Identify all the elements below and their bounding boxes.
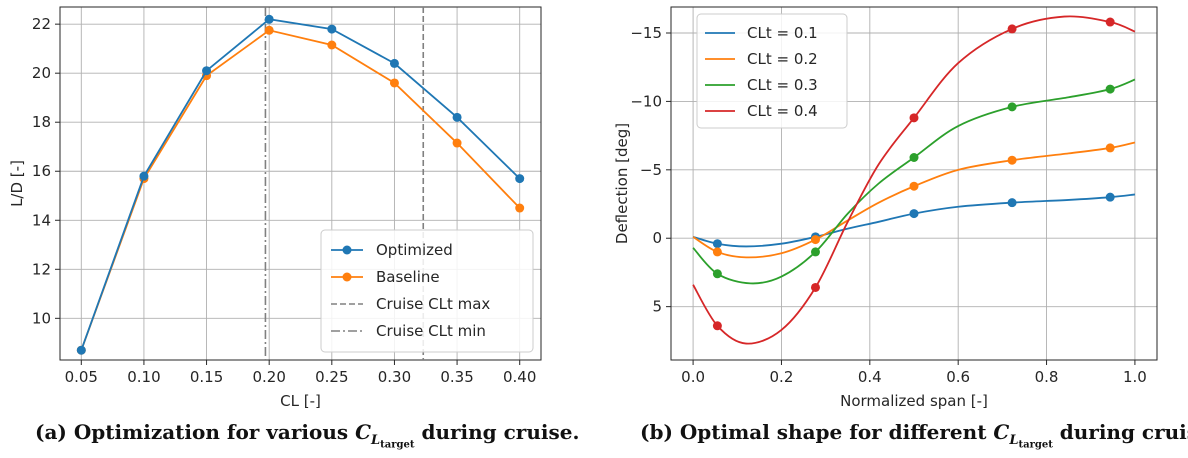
point-clt-0-1 <box>712 239 722 249</box>
point-baseline <box>389 78 399 88</box>
point-clt-0-3 <box>810 247 820 257</box>
x-tick-label: 0.35 <box>440 368 473 386</box>
y-tick-label: 16 <box>32 162 51 180</box>
chart-optimal-shape-deflection: 0.0 0.2 0.4 0.6 0.8 1.0 5 0 −5 −10 −15 Normalized s… <box>613 6 1158 410</box>
y-tick-label: 0 <box>652 229 662 247</box>
plot-frame <box>59 6 542 361</box>
point-clt-0-3 <box>909 153 919 163</box>
x-axis-label: Normalized span [-] <box>840 392 988 410</box>
legend-item: Cruise CLt min <box>331 322 486 340</box>
chart-optimization-ld-vs-cl: 0.05 0.10 0.15 0.20 0.25 0.30 0.35 0.40 10 12 14 16… <box>8 6 542 410</box>
x-tick-label: 0.10 <box>127 368 160 386</box>
legend-label: CLt = 0.1 <box>747 24 818 42</box>
y-axis-label: Deflection [deg] <box>613 123 631 244</box>
point-clt-0-4 <box>810 282 820 292</box>
x-tick-label: 0.25 <box>315 368 348 386</box>
point-clt-0-2 <box>1007 155 1017 165</box>
point-clt-0-2 <box>1105 143 1115 153</box>
y-tick-label: 12 <box>32 260 51 278</box>
y-axis-label: L/D [-] <box>8 160 26 207</box>
legend-label: CLt = 0.4 <box>747 102 818 120</box>
plot-frame <box>670 6 1158 361</box>
legend-item: CLt = 0.1 <box>705 24 818 42</box>
legend-frame <box>320 229 534 353</box>
point-clt-0-4 <box>1007 24 1017 34</box>
point-clt-0-1 <box>909 209 919 219</box>
x-tick-label: 0.6 <box>946 368 970 386</box>
x-tick-label: 0.30 <box>378 368 411 386</box>
point-baseline <box>264 25 274 35</box>
y-tick-label: 5 <box>652 298 662 316</box>
y-tick-label: 10 <box>32 309 51 327</box>
x-tick-label: 0.0 <box>681 368 705 386</box>
point-baseline <box>452 138 462 148</box>
y-tick-label: −15 <box>630 24 662 42</box>
legend-label: Cruise CLt min <box>376 322 486 340</box>
legend-frame <box>696 13 848 129</box>
point-clt-0-2 <box>810 235 820 245</box>
point-optimized <box>202 66 212 76</box>
legend-item: CLt = 0.2 <box>705 50 818 68</box>
legend-swatch-marker <box>342 272 352 282</box>
point-optimized <box>389 58 399 68</box>
x-tick-label: 0.2 <box>770 368 794 386</box>
x-axis-label: CL [-] <box>280 392 321 410</box>
x-tick-label: 0.20 <box>252 368 285 386</box>
series-curve-clt-0-3 <box>692 78 1136 285</box>
y-tick-label: −10 <box>630 92 662 110</box>
y-tick-label: 14 <box>32 211 51 229</box>
legend-a: Optimized Baseline Cruise CLt max Cruise CL… <box>320 229 534 353</box>
series-line-optimized <box>80 18 521 351</box>
point-clt-0-2 <box>909 181 919 191</box>
legend-label: CLt = 0.2 <box>747 50 818 68</box>
series-curve-clt-0-1 <box>692 193 1136 248</box>
x-tick-label: 0.4 <box>858 368 882 386</box>
y-tick-label: 20 <box>32 64 51 82</box>
caption-a: (a) Optimization for various CLtarget du… <box>35 420 580 451</box>
y-tick-label: 22 <box>32 15 51 33</box>
y-tick-label: 18 <box>32 113 51 131</box>
point-clt-0-3 <box>1007 102 1017 112</box>
series-curve-clt-0-2 <box>692 141 1136 259</box>
legend-item: CLt = 0.3 <box>705 76 818 94</box>
legend-item: CLt = 0.4 <box>705 102 818 120</box>
point-optimized <box>327 24 337 34</box>
legend-item: Baseline <box>331 268 440 286</box>
legend-item: Optimized <box>331 241 453 259</box>
point-clt-0-4 <box>1105 17 1115 27</box>
legend-label: CLt = 0.3 <box>747 76 818 94</box>
caption-b: (b) Optimal shape for different CLtarget… <box>640 420 1188 451</box>
point-clt-0-2 <box>712 247 722 257</box>
point-optimized <box>76 345 86 355</box>
legend-swatch-marker <box>342 245 352 255</box>
x-tick-label: 0.40 <box>503 368 536 386</box>
x-tick-label: 0.05 <box>65 368 98 386</box>
point-optimized <box>264 14 274 24</box>
point-clt-0-1 <box>1105 192 1115 202</box>
point-baseline <box>327 40 337 50</box>
x-tick-label: 1.0 <box>1123 368 1147 386</box>
series-curve-clt-0-4 <box>692 15 1136 345</box>
x-tick-label: 0.8 <box>1035 368 1059 386</box>
legend-b: CLt = 0.1 CLt = 0.2 CLt = 0.3 CLt = 0.4 <box>696 13 848 129</box>
x-tick-label: 0.15 <box>190 368 223 386</box>
point-optimized <box>452 112 462 122</box>
point-optimized <box>139 171 149 181</box>
legend-label: Optimized <box>376 241 453 259</box>
point-clt-0-3 <box>1105 84 1115 94</box>
series-line-baseline <box>80 29 521 351</box>
legend-label: Cruise CLt max <box>376 295 490 313</box>
point-clt-0-3 <box>712 269 722 279</box>
legend-label: Baseline <box>376 268 440 286</box>
point-clt-0-1 <box>1007 198 1017 208</box>
legend-item: Cruise CLt max <box>331 295 490 313</box>
point-clt-0-4 <box>712 321 722 331</box>
point-optimized <box>515 174 525 184</box>
point-baseline <box>515 203 525 213</box>
point-clt-0-4 <box>909 113 919 123</box>
y-tick-label: −5 <box>640 161 662 179</box>
